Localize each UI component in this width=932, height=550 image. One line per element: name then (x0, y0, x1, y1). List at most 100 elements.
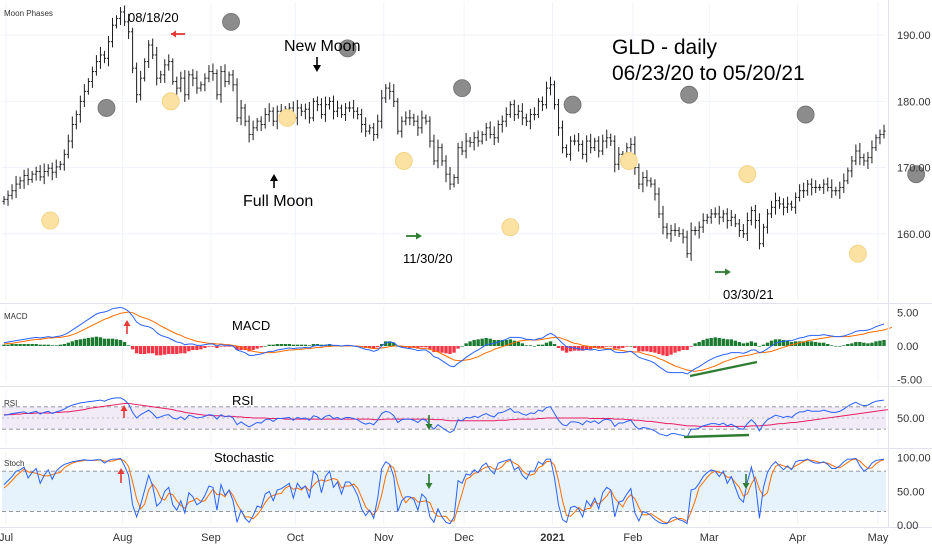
ohlc-bar (323, 96, 328, 122)
ohlc-bar (657, 187, 661, 219)
macd-histogram-bar (524, 345, 529, 346)
macd-histogram-bar (854, 342, 858, 346)
ohlc-bar (524, 113, 528, 127)
macd-histogram-bar (74, 340, 79, 346)
macd-histogram-bar (299, 344, 304, 346)
ohlc-bar (34, 166, 38, 181)
ohlc-bar (741, 223, 745, 238)
ohlc-bar (496, 120, 500, 143)
full-moon-up-arrow-icon (270, 174, 278, 188)
macd-histogram-bar (207, 346, 211, 347)
ohlc-bar (424, 114, 428, 125)
macd-histogram-bar (371, 346, 376, 349)
new-moon-marker (563, 95, 582, 114)
time-tick-label: Nov (374, 532, 394, 544)
macd-histogram-bar (472, 340, 476, 346)
macd-histogram-bar (223, 346, 227, 347)
macd-histogram-bar (781, 340, 786, 346)
ohlc-bar (416, 115, 420, 136)
ohlc-bar (701, 213, 705, 233)
ohlc-bar (311, 98, 316, 122)
macd-line (3, 306, 885, 375)
ohlc-bar (327, 97, 332, 110)
macd-histogram-bar (536, 344, 541, 346)
macd-histogram-bar (259, 346, 263, 348)
full-moon-marker (161, 92, 180, 111)
ohlc-bar (211, 63, 215, 81)
ohlc-bar (58, 160, 62, 171)
ohlc-bar (70, 116, 74, 149)
ohlc-bar (649, 177, 653, 188)
macd-histogram-bar (255, 346, 259, 349)
macd-histogram-bar (271, 344, 275, 346)
ohlc-bar (822, 179, 826, 194)
ohlc-bar (259, 116, 263, 132)
macd-histogram-bar (625, 346, 629, 347)
macd-histogram-bar (311, 344, 316, 346)
rsi-red-up-arrow-icon (120, 405, 128, 418)
ohlc-bar (187, 70, 191, 100)
macd-histogram-bar (681, 346, 685, 350)
ohlc-bar (581, 140, 585, 160)
macd-histogram-bar (239, 346, 243, 350)
rsi-divergence-trendline (683, 433, 750, 439)
macd-histogram-bar (183, 346, 187, 354)
macd-histogram-bar (30, 344, 34, 346)
macd-histogram-bar (846, 344, 850, 346)
ohlc-bar (806, 180, 810, 196)
macd-histogram-bar (163, 346, 167, 355)
ohlc-bar (858, 142, 862, 165)
macd-histogram-bar (464, 343, 468, 346)
macd-tick-label: 0.00 (897, 341, 918, 353)
ohlc-bar (810, 178, 814, 196)
ohlc-bar (372, 122, 376, 141)
macd-histogram-bar (878, 340, 882, 346)
macd-histogram-bar (765, 342, 770, 346)
macd-histogram-bar (709, 338, 713, 346)
macd-histogram-bar (745, 342, 750, 346)
macd-histogram-bar (552, 344, 557, 346)
ohlc-bar (46, 164, 50, 177)
ohlc-bar (315, 96, 320, 112)
ohlc-bar (613, 135, 617, 173)
ohlc-bar (577, 132, 581, 152)
chart-title-line-1: GLD - daily (612, 36, 718, 59)
ohlc-bar (560, 120, 565, 154)
macd-histogram-bar (665, 346, 669, 356)
rsi-tick-label: 50.00 (897, 413, 925, 425)
macd-histogram-bar (195, 346, 199, 350)
ohlc-bar (179, 71, 183, 93)
ohlc-bar (159, 70, 163, 84)
macd-histogram-bar (126, 345, 131, 346)
ohlc-bar (637, 163, 641, 190)
ohlc-bar (749, 206, 753, 226)
macd-histogram-bar (448, 346, 452, 354)
ohlc-bar (669, 224, 673, 242)
ohlc-bar (335, 100, 340, 117)
macd-histogram-bar (94, 336, 99, 346)
ohlc-bar (271, 107, 275, 127)
ohlc-bar (802, 182, 806, 199)
ohlc-bar (183, 70, 187, 102)
ohlc-bar (388, 82, 392, 100)
macd-histogram-bar (211, 346, 215, 347)
ohlc-bar (408, 109, 412, 126)
ohlc-bar (830, 179, 834, 199)
macd-histogram-bar (737, 342, 742, 346)
macd-histogram-bar (295, 344, 300, 346)
ohlc-bar (82, 84, 86, 108)
time-tick-label: Dec (454, 532, 474, 544)
macd-histogram-bar (460, 346, 464, 347)
ohlc-bar (585, 135, 589, 163)
macd-histogram-bar (98, 337, 103, 346)
macd-histogram-bar (870, 342, 874, 346)
ohlc-bar (504, 107, 508, 127)
macd-tick-label: 5.00 (897, 308, 918, 320)
macd-histogram-bar (122, 342, 127, 346)
moon-phase-markers (41, 12, 926, 263)
ohlc-bar (215, 69, 219, 100)
ohlc-bar (195, 70, 199, 94)
macd-histogram-bar (444, 346, 448, 354)
macd-histogram-bar (2, 344, 6, 346)
time-tick-label: Apr (789, 532, 806, 544)
